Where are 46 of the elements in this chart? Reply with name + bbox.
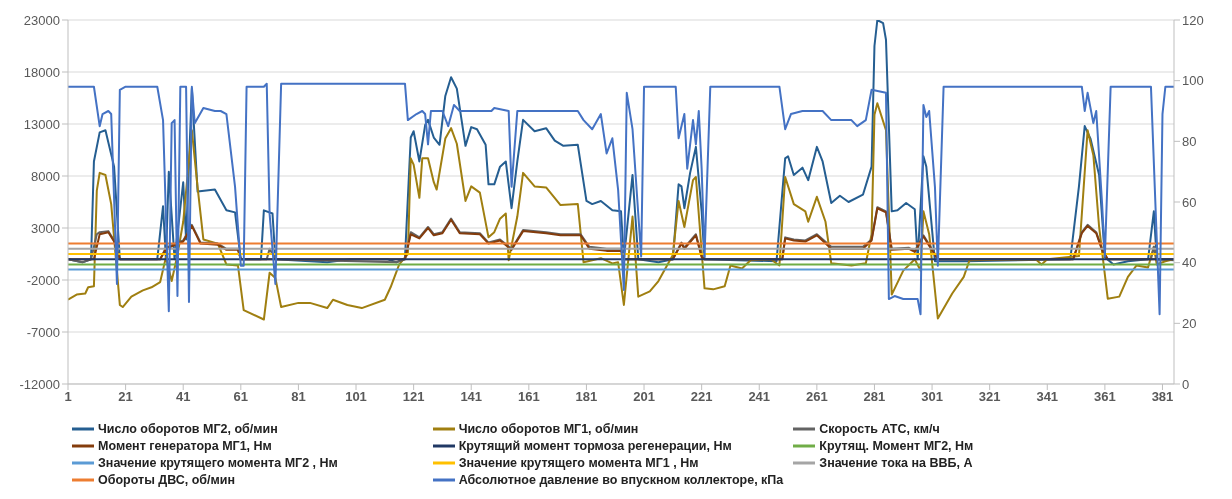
y-tick-label: 3000 — [31, 220, 60, 236]
legend-label: Крутящ. Момент МГ2, Нм — [819, 439, 974, 453]
legend-label: Момент генератора МГ1, Нм — [98, 439, 272, 453]
x-tick-label: 201 — [633, 389, 655, 405]
x-tick-label: 81 — [291, 389, 306, 405]
legend-label: Число оборотов МГ1, об/мин — [458, 422, 639, 436]
x-tick-label: 381 — [1151, 389, 1174, 405]
x-tick-label: 161 — [517, 389, 540, 405]
x-tick-label: 141 — [460, 389, 483, 405]
y-tick-label: -2000 — [26, 272, 60, 288]
x-tick-label: 181 — [575, 389, 598, 405]
x-tick-label: 41 — [175, 389, 191, 405]
y2-tick-label: 0 — [1182, 376, 1190, 392]
y2-tick-label: 20 — [1182, 315, 1197, 331]
x-tick-label: 361 — [1094, 389, 1116, 405]
x-tick-label: 281 — [863, 389, 886, 405]
x-tick-label: 121 — [402, 389, 425, 405]
legend-label: Обороты ДВС, об/мин — [98, 473, 236, 487]
legend-label: Число оборотов МГ2, об/мин — [98, 422, 278, 436]
y-tick-label: 18000 — [23, 64, 60, 80]
y2-tick-label: 60 — [1182, 194, 1197, 210]
y2-tick-label: 120 — [1182, 12, 1204, 28]
legend-label: Значение тока на ВВБ, А — [819, 456, 973, 470]
x-tick-label: 21 — [118, 389, 133, 405]
y-tick-label: -7000 — [26, 324, 60, 340]
x-tick-label: 241 — [748, 389, 771, 405]
x-tick-label: 301 — [921, 389, 943, 405]
y2-tick-label: 100 — [1182, 73, 1204, 89]
x-tick-label: 101 — [345, 389, 367, 405]
legend-label: Значение крутящего момента МГ2 , Нм — [98, 456, 338, 470]
legend-label: Крутящий момент тормоза регенерации, Нм — [458, 439, 732, 453]
y2-tick-label: 80 — [1182, 133, 1197, 149]
legend-label: Скорость АТС, км/ч — [819, 422, 940, 436]
x-tick-label: 221 — [690, 389, 713, 405]
x-tick-label: 321 — [978, 389, 1001, 405]
y-tick-label: 23000 — [23, 12, 60, 28]
y-tick-label: 13000 — [23, 116, 60, 132]
legend-label: Абсолютное давление во впускном коллекторе, кПа — [458, 473, 784, 487]
x-tick-label: 1 — [64, 389, 72, 405]
y-tick-label: -12000 — [19, 376, 60, 392]
legend-label: Значение крутящего момента МГ1 , Нм — [458, 456, 699, 470]
y2-tick-label: 40 — [1182, 255, 1197, 271]
x-tick-label: 261 — [806, 389, 828, 405]
y-tick-label: 8000 — [31, 168, 60, 184]
x-tick-label: 341 — [1036, 389, 1059, 405]
x-tick-label: 61 — [233, 389, 249, 405]
